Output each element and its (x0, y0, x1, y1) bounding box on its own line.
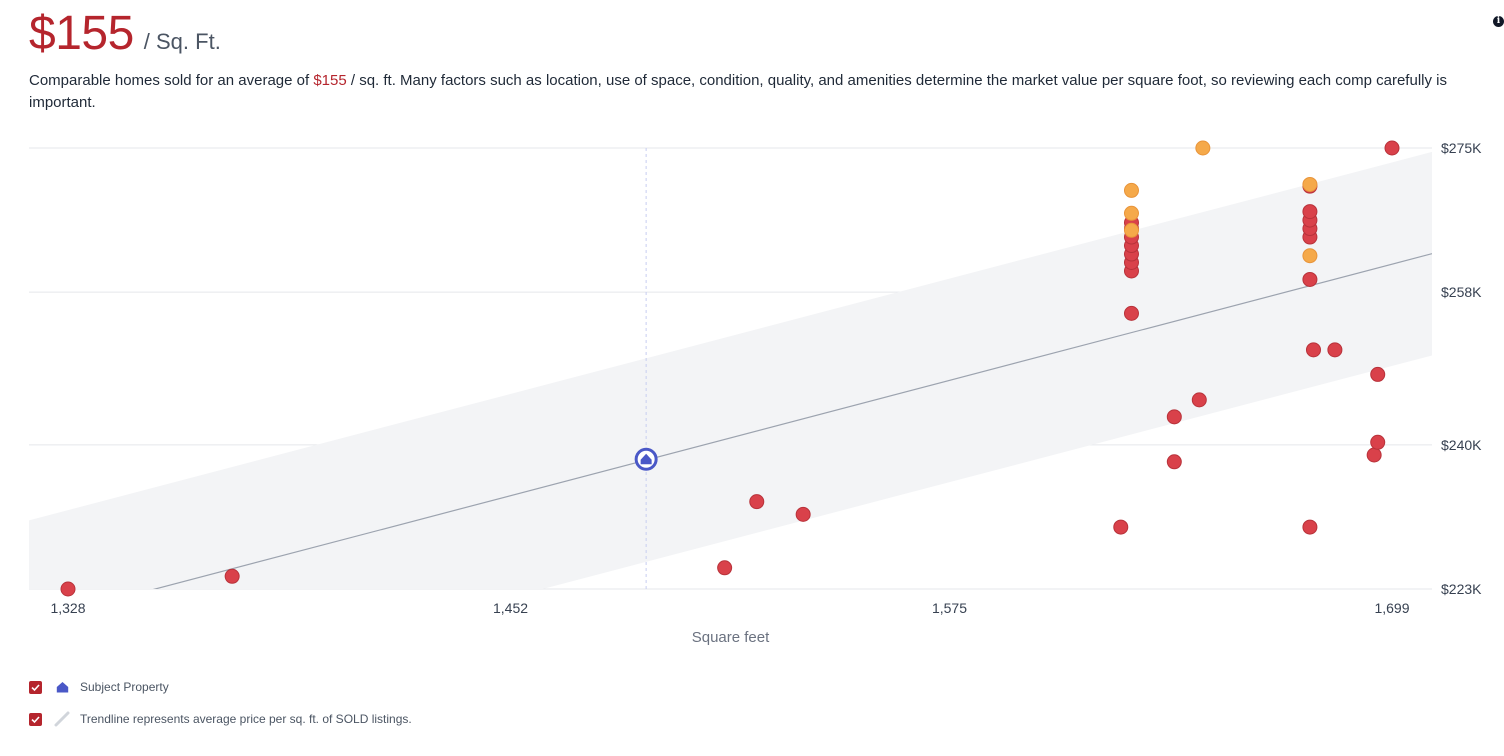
sold-point (1305, 342, 1321, 358)
pending-point (1123, 182, 1139, 198)
sold-point (60, 581, 76, 597)
sold-point (224, 568, 240, 584)
sold-point (1166, 409, 1182, 425)
sold-point (1327, 342, 1343, 358)
trendline (152, 253, 1432, 589)
trend-band (29, 151, 1432, 589)
description-price: $155 (313, 72, 347, 89)
pending-point (1302, 248, 1318, 264)
price-per-sqft-header: $155 / Sq. Ft. (29, 6, 221, 61)
y-tick-label: $223K (1441, 581, 1482, 597)
legend-trendline[interactable]: Trendline represents average price per s… (29, 711, 412, 727)
subject-checkbox[interactable] (29, 680, 42, 694)
sold-point (717, 560, 733, 576)
legend-subject[interactable]: Subject Property (29, 679, 169, 695)
trendline-icon (54, 711, 70, 727)
price-per-sqft-value: $155 (29, 7, 134, 60)
pending-point (1123, 205, 1139, 221)
info-icon[interactable]: i (1493, 16, 1504, 27)
sold-point (1113, 519, 1129, 535)
legend-trendline-label: Trendline represents average price per s… (80, 712, 412, 726)
sold-point (1166, 454, 1182, 470)
x-tick-label: 1,699 (1374, 600, 1409, 616)
y-tick-label: $240K (1441, 437, 1482, 453)
x-tick-label: 1,452 (493, 600, 528, 616)
x-axis-title: Square feet (692, 629, 770, 646)
sold-point (795, 506, 811, 522)
check-icon (31, 715, 40, 723)
legend-subject-label: Subject Property (80, 680, 169, 694)
description-text: Comparable homes sold for an average of … (29, 70, 1499, 114)
sold-point (1302, 271, 1318, 287)
price-scatter-chart: $223K $240K $258K $275K 1,328 1,452 1,575 1,699… (29, 140, 1482, 646)
sold-point (1302, 519, 1318, 535)
description-before: Comparable homes sold for an average of (29, 72, 314, 89)
check-icon (31, 683, 40, 691)
sold-point (1366, 447, 1382, 463)
sold-point (749, 494, 765, 510)
subject-home-icon (640, 453, 652, 465)
pending-point (1302, 176, 1318, 192)
x-tick-label: 1,328 (50, 600, 85, 616)
description-after: / sq. ft. Many factors such as location,… (29, 72, 1447, 111)
pending-point (1123, 222, 1139, 238)
trendline-checkbox[interactable] (29, 712, 42, 726)
sold-point (1370, 366, 1386, 382)
sold-point (1123, 305, 1139, 321)
sold-point (1302, 204, 1318, 220)
pending-point (1195, 140, 1211, 156)
y-tick-label: $275K (1441, 140, 1482, 156)
sold-point (1384, 140, 1400, 156)
home-icon (54, 679, 70, 695)
price-unit-label: / Sq. Ft. (143, 29, 221, 54)
y-tick-label: $258K (1441, 284, 1482, 300)
sold-point (1191, 392, 1207, 408)
sold-point (1370, 434, 1386, 450)
x-tick-label: 1,575 (932, 600, 967, 616)
